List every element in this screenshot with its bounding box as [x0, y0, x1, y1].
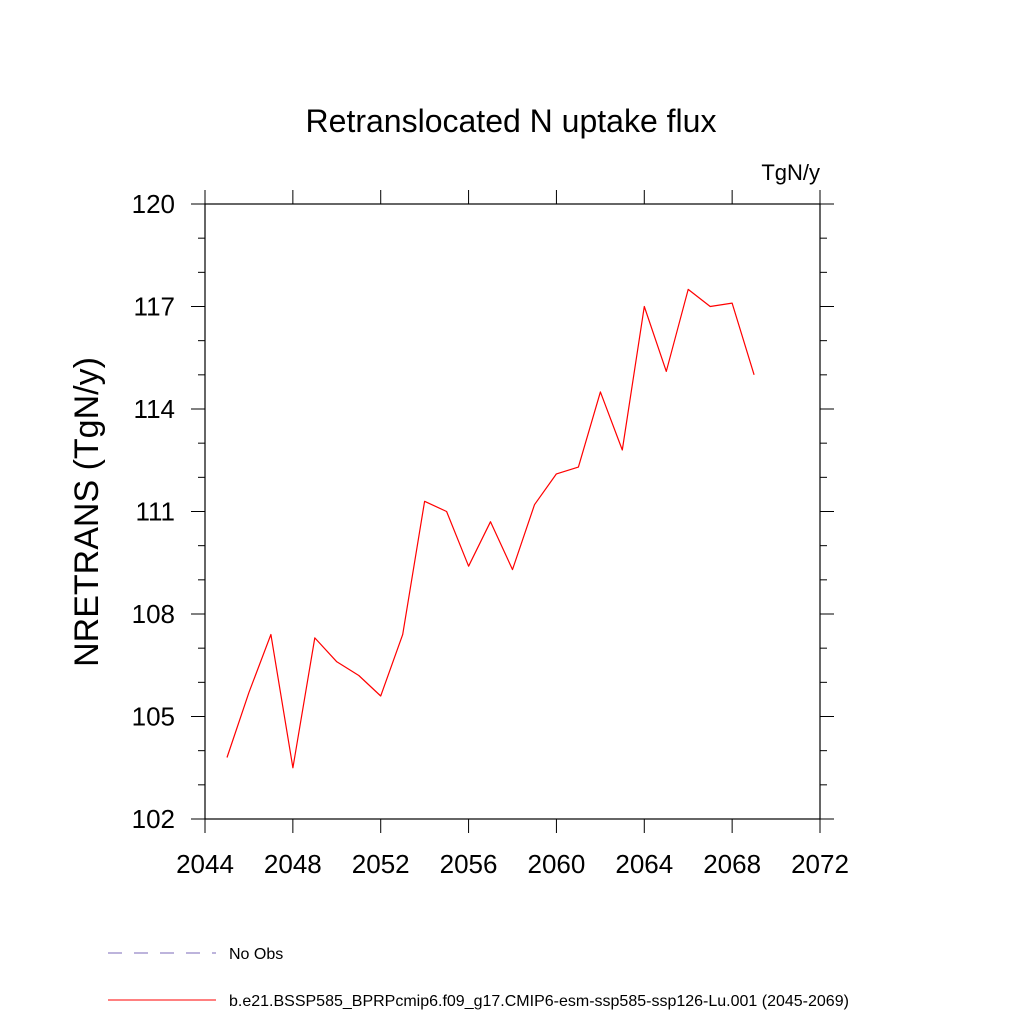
legend-label-model: b.e21.BSSP585_BPRPcmip6.f09_g17.CMIP6-es…	[229, 993, 849, 1010]
y-tick-label: 105	[132, 702, 175, 732]
x-tick-label: 2068	[703, 849, 761, 879]
x-tick-label: 2064	[615, 849, 673, 879]
x-tick-label: 2060	[528, 849, 586, 879]
axis-ticks	[191, 190, 834, 833]
y-tick-label: 108	[132, 599, 175, 629]
series-line-0	[226, 288, 755, 769]
plot-frame	[204, 203, 821, 820]
y-axis-title: NRETRANS (TgN/y)	[68, 357, 106, 667]
x-tick-label: 2044	[176, 849, 234, 879]
y-tick-label: 117	[134, 292, 175, 322]
units-label: TgN/y	[761, 160, 820, 185]
y-tick-label: 120	[132, 189, 175, 219]
x-tick-label: 2072	[791, 849, 849, 879]
legend-label-no-obs: No Obs	[229, 946, 283, 963]
tick-labels: 102 105 108 111 114 117 120 2044 2048 2052 2056 206…	[132, 189, 849, 879]
y-tick-label: 111	[135, 497, 175, 527]
x-tick-label: 2052	[352, 849, 410, 879]
y-tick-label: 114	[134, 394, 175, 424]
y-tick-label: 102	[132, 804, 175, 834]
chart-title: Retranslocated N uptake flux	[306, 103, 717, 139]
x-tick-label: 2048	[264, 849, 322, 879]
legend: No Obs b.e21.BSSP585_BPRPcmip6.f09_g17.C…	[108, 946, 849, 1010]
x-tick-label: 2056	[440, 849, 498, 879]
series-lines	[226, 288, 755, 769]
